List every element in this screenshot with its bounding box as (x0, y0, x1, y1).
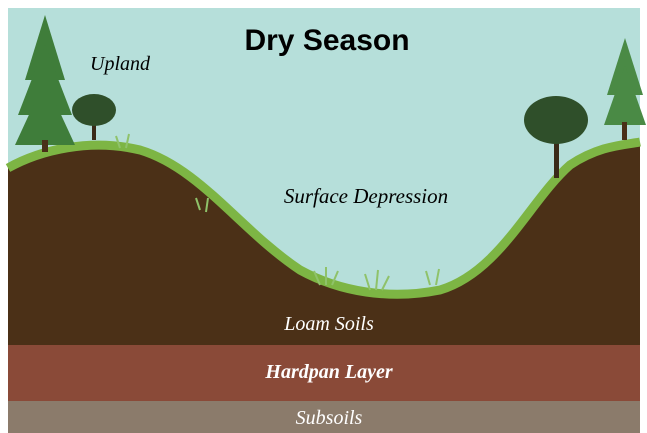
title: Dry Season (244, 24, 409, 57)
label-loam: Loam Soils (283, 313, 374, 335)
label-depression: Surface Depression (284, 184, 448, 208)
diagram: Dry Season Upland Surface Depression Loa… (0, 0, 647, 433)
label-subsoils: Subsoils (296, 407, 363, 429)
label-upland: Upland (90, 53, 151, 75)
label-hardpan: Hardpan Layer (264, 361, 392, 383)
page: Dry Season Upland Surface Depression Loa… (0, 0, 647, 433)
